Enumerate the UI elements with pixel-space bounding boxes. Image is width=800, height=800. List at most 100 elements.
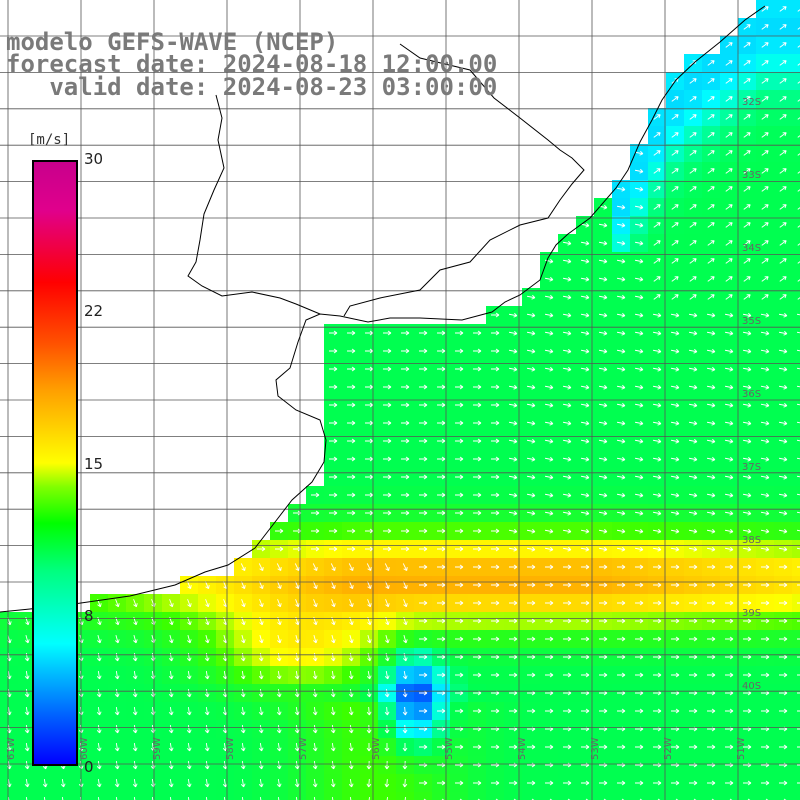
wind-arrow [563,582,572,588]
wind-arrow [508,474,518,480]
wind-speed-cell [792,324,800,342]
wind-arrow [509,672,518,678]
wind-arrow [240,670,246,680]
wind-arrow [706,546,716,552]
wind-arrow [401,366,410,372]
wind-arrow [347,510,356,516]
wind-arrow [544,258,554,264]
wind-arrow [311,510,320,516]
wind-speed-cell [414,792,432,800]
wind-arrow [473,654,482,660]
wind-arrow [349,796,352,800]
wind-arrow [329,420,338,426]
wind-arrow [60,778,66,788]
wind-speed-cell [792,180,800,198]
wind-arrow [671,618,680,624]
wind-arrow [527,672,536,678]
wind-arrow [797,207,800,210]
wind-speed-cell [360,792,378,800]
wind-arrow [455,744,464,750]
wind-speed-cell [738,792,756,800]
wind-arrow [761,150,769,156]
wind-arrow [670,420,680,426]
wind-arrow [437,366,446,372]
wind-arrow [544,402,554,408]
wind-arrow [240,688,246,698]
wind-arrow [652,438,662,444]
wind-arrow [365,348,374,354]
wind-arrow [544,492,554,498]
wind-arrow [689,564,698,570]
wind-arrow [742,312,752,318]
wind-arrow [725,744,734,750]
wind-arrow [366,563,372,571]
wind-arrow [312,652,318,662]
wind-arrow [437,438,446,444]
wind-arrow [526,312,536,318]
wind-arrow [779,780,788,786]
wind-arrow [760,312,770,318]
wind-arrow [689,186,697,192]
wind-arrow [383,330,392,336]
wind-arrow [653,204,661,210]
wind-arrow [581,744,590,750]
wind-arrow [455,654,464,660]
wind-arrow [437,636,446,642]
wind-arrow [491,600,500,606]
wind-arrow [599,618,608,624]
wind-arrow [240,778,246,788]
wind-arrow [761,60,769,66]
wind-arrow [365,330,374,336]
wind-arrow [653,276,661,282]
wind-arrow [761,42,769,48]
wind-arrow [527,582,536,588]
wind-arrow [491,564,500,570]
wind-arrow [689,222,697,228]
wind-arrow [312,724,318,734]
wind-arrow [761,186,769,192]
wind-arrow [688,528,698,534]
wind-arrow [670,312,680,318]
wind-arrow [330,778,336,788]
wind-arrow [419,564,428,570]
wind-arrow [384,688,390,698]
wind-arrow [419,654,428,660]
wind-arrow [707,96,715,102]
wind-arrow [634,222,644,228]
wind-speed-cell [792,486,800,504]
wind-arrow [671,294,679,300]
wind-arrow [724,474,734,480]
wind-arrow [581,654,590,660]
wind-arrow [563,636,572,642]
wind-arrow [508,528,518,534]
wind-arrow [779,6,787,12]
wind-arrow [365,420,374,426]
wind-arrow [760,546,770,552]
wind-arrow [277,599,282,608]
wind-arrow [760,492,770,498]
wind-arrow [580,492,590,498]
wind-arrow [634,474,644,480]
wind-arrow [96,670,102,680]
wind-arrow [329,438,338,444]
wind-arrow [688,546,698,552]
wind-arrow [186,724,192,734]
wind-speed-cell [792,216,800,234]
wind-arrow [688,348,698,354]
wind-arrow [294,778,300,788]
wind-speed-cell [792,252,800,270]
wind-arrow [796,313,800,316]
wind-arrow [186,778,192,788]
wind-arrow [186,670,192,680]
wind-speed-cell [792,540,800,558]
wind-arrow [689,600,698,606]
wind-arrow [724,312,734,318]
wind-arrow [491,744,500,750]
wind-arrow [634,510,644,516]
wind-speed-cell [792,144,800,162]
wind-arrow [295,635,300,644]
wind-arrow [294,688,300,698]
wind-arrow [599,672,608,678]
wind-arrow [240,760,246,770]
